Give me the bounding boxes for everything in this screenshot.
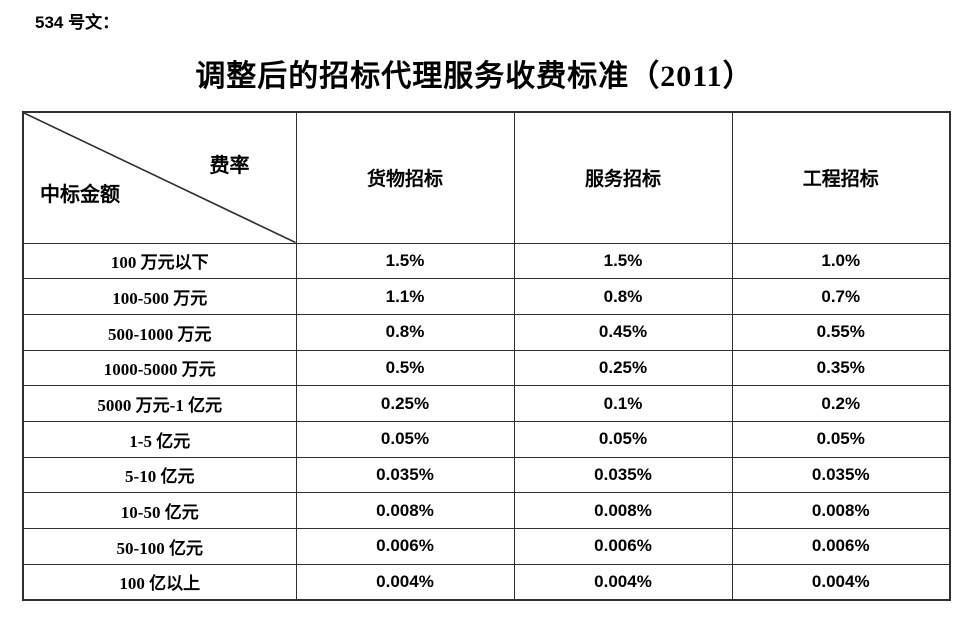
rate-value-cell: 0.008% — [513, 492, 733, 529]
rate-value-cell: 0.35% — [731, 349, 951, 387]
table-row: 1000-5000 万元 0.5% 0.25% 0.35% — [22, 349, 951, 387]
rate-value-cell: 0.05% — [295, 420, 515, 458]
rate-value-cell: 0.004% — [513, 563, 733, 601]
amount-range-cell: 100 万元以下 — [22, 242, 297, 280]
table-row: 5-10 亿元 0.035% 0.035% 0.035% — [22, 456, 951, 494]
table-row: 5000 万元-1 亿元 0.25% 0.1% 0.2% — [22, 385, 951, 422]
rate-value-cell: 0.25% — [513, 349, 733, 387]
rate-value-cell: 0.035% — [513, 456, 733, 494]
rate-value-cell: 0.006% — [513, 528, 733, 565]
corner-label-rate: 费率 — [209, 155, 250, 177]
column-header-goods: 货物招标 — [295, 111, 515, 244]
column-header-engineering: 工程招标 — [731, 111, 951, 244]
rate-value-cell: 0.7% — [731, 278, 951, 315]
amount-range-cell: 10-50 亿元 — [22, 492, 297, 529]
rate-value-cell: 0.004% — [731, 563, 951, 601]
amount-range-cell: 500-1000 万元 — [22, 313, 297, 351]
rate-value-cell: 1.5% — [295, 242, 515, 280]
rate-value-cell: 0.45% — [513, 313, 733, 351]
table-row: 100 万元以下 1.5% 1.5% 1.0% — [22, 242, 951, 280]
rate-value-cell: 0.55% — [731, 313, 951, 351]
rate-value-cell: 0.006% — [731, 528, 951, 565]
corner-label-amount: 中标金额 — [40, 183, 120, 206]
amount-range-cell: 1-5 亿元 — [22, 420, 297, 458]
rate-value-cell: 0.05% — [731, 420, 951, 458]
fee-table: 费率 中标金额 货物招标 服务招标 工程招标 100 万元以下 1.5% 1.5% 1… — [22, 111, 951, 601]
fee-rate-table: 费率 中标金额 货物招标 服务招标 工程招标 100 万元以下 1.5% 1.5% 1… — [22, 111, 951, 601]
rate-value-cell: 0.2% — [731, 385, 951, 422]
rate-value-cell: 0.004% — [295, 563, 515, 601]
table-row: 500-1000 万元 0.8% 0.45% 0.55% — [22, 313, 951, 351]
rate-value-cell: 1.5% — [513, 242, 733, 280]
rate-value-cell: 0.8% — [295, 313, 515, 351]
header-row: 费率 中标金额 货物招标 服务招标 工程招标 — [22, 111, 951, 244]
rate-value-cell: 0.8% — [513, 278, 733, 315]
table-body: 100 万元以下 1.5% 1.5% 1.0% 100-500 万元 1.1% 0.8% 0.… — [22, 242, 951, 601]
diagonal-divider-line — [24, 113, 296, 243]
table-row: 100-500 万元 1.1% 0.8% 0.7% — [22, 278, 951, 315]
amount-range-cell: 5-10 亿元 — [22, 456, 297, 494]
rate-value-cell: 1.0% — [731, 242, 951, 280]
corner-header-cell: 费率 中标金额 — [22, 111, 297, 244]
amount-range-cell: 5000 万元-1 亿元 — [22, 385, 297, 422]
table-row: 100 亿以上 0.004% 0.004% 0.004% — [22, 563, 951, 601]
amount-range-cell: 50-100 亿元 — [22, 528, 297, 565]
table-row: 1-5 亿元 0.05% 0.05% 0.05% — [22, 420, 951, 458]
rate-value-cell: 0.05% — [513, 420, 733, 458]
amount-range-cell: 100 亿以上 — [22, 563, 297, 601]
rate-value-cell: 0.008% — [731, 492, 951, 529]
rate-value-cell: 1.1% — [295, 278, 515, 315]
rate-value-cell: 0.25% — [295, 385, 515, 422]
table-row: 50-100 亿元 0.006% 0.006% 0.006% — [22, 528, 951, 565]
page-title: 调整后的招标代理服务收费标准（2011） — [195, 60, 754, 93]
rate-value-cell: 0.5% — [295, 349, 515, 387]
amount-range-cell: 100-500 万元 — [22, 278, 297, 315]
rate-value-cell: 0.035% — [731, 456, 951, 494]
rate-value-cell: 0.008% — [295, 492, 515, 529]
column-header-service: 服务招标 — [513, 111, 733, 244]
doc-number-label: 534 号文： — [35, 13, 120, 32]
table-row: 10-50 亿元 0.008% 0.008% 0.008% — [22, 492, 951, 529]
rate-value-cell: 0.006% — [295, 528, 515, 565]
rate-value-cell: 0.1% — [513, 385, 733, 422]
amount-range-cell: 1000-5000 万元 — [22, 349, 297, 387]
rate-value-cell: 0.035% — [295, 456, 515, 494]
